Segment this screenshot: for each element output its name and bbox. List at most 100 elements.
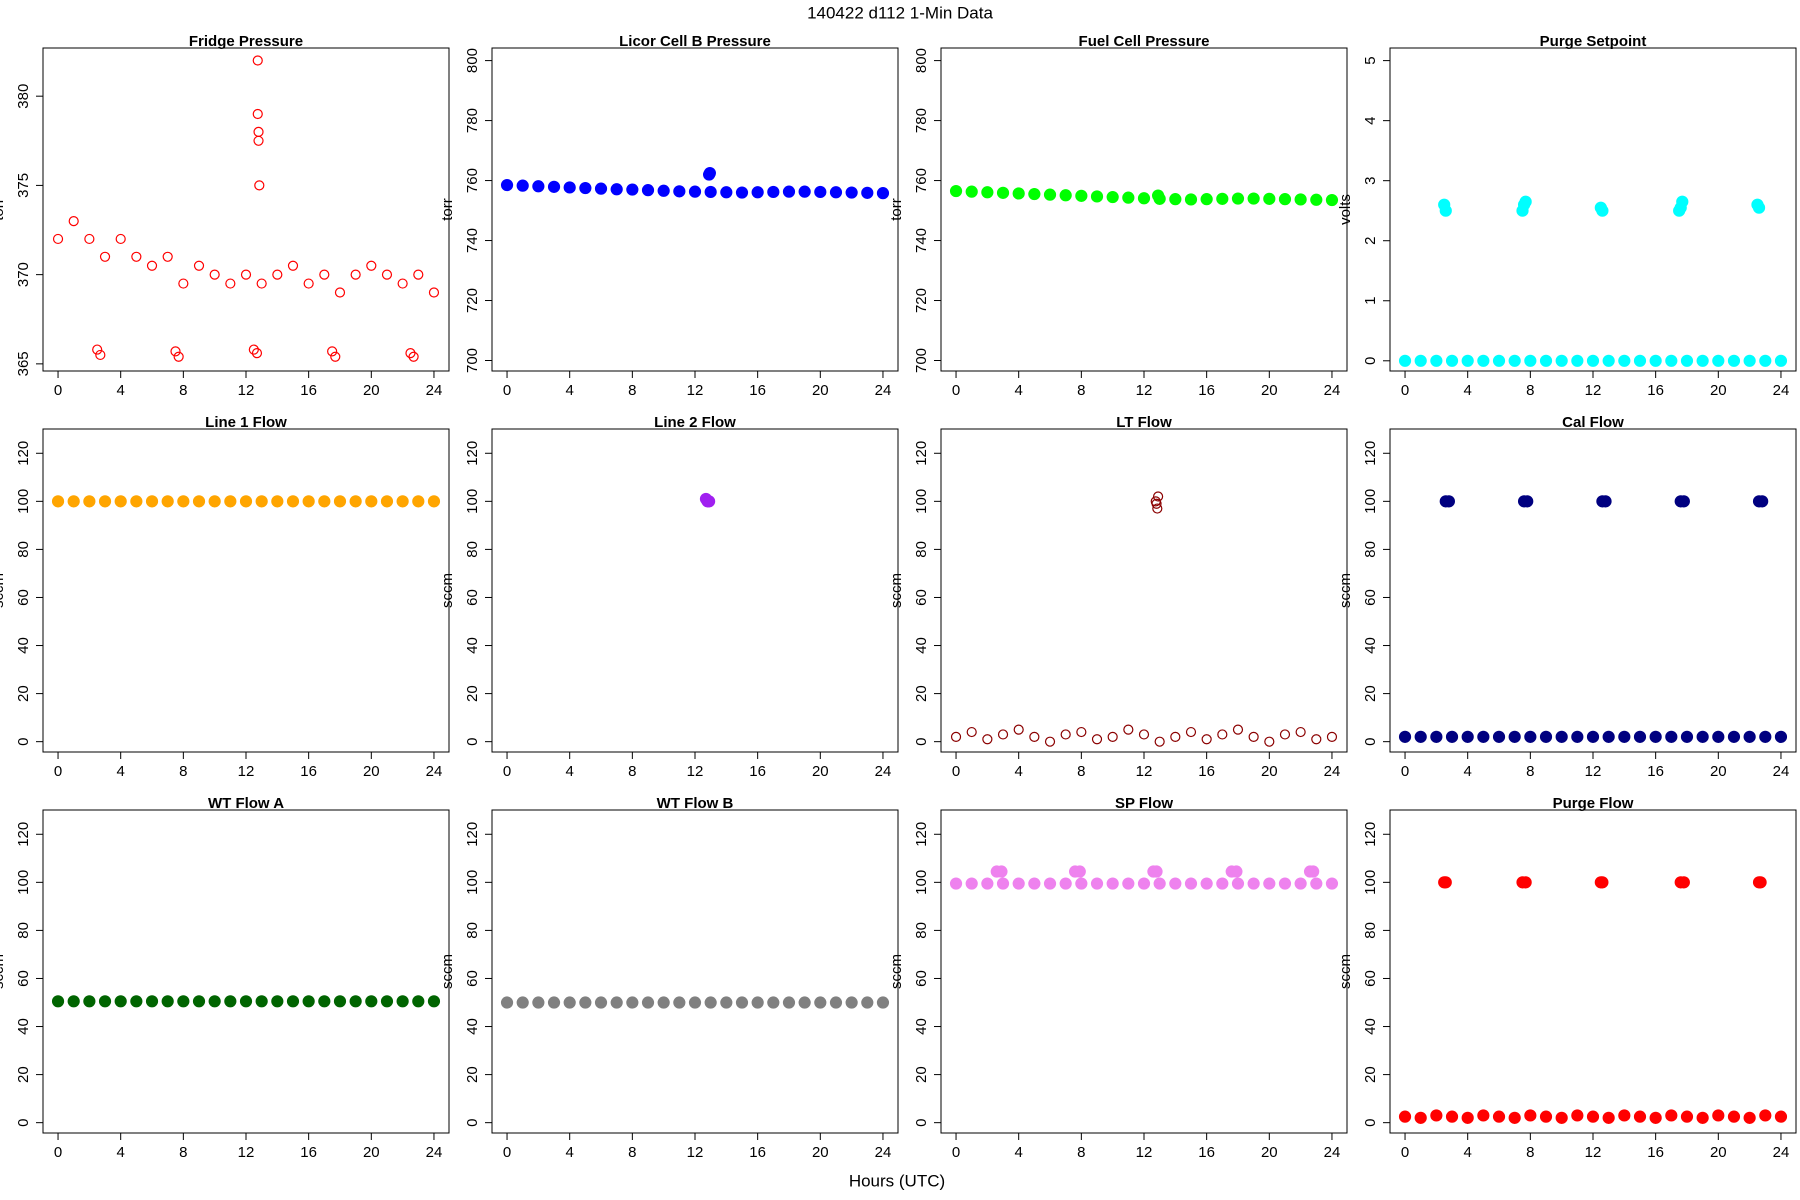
data-point	[500, 178, 514, 192]
data-point	[1122, 191, 1135, 204]
y-tick-label: 370	[15, 262, 32, 287]
data-point	[177, 495, 190, 508]
data-point	[814, 185, 827, 199]
y-tick-label: 40	[15, 1018, 32, 1035]
data-point	[1138, 729, 1150, 740]
data-point	[208, 995, 221, 1008]
data-point	[563, 996, 576, 1009]
data-point	[256, 278, 267, 289]
data-point	[98, 995, 112, 1008]
data-point	[845, 996, 858, 1009]
data-point	[547, 996, 561, 1009]
data-point	[995, 865, 1008, 878]
y-tick-label: 0	[1362, 1118, 1379, 1126]
data-point	[1398, 354, 1412, 367]
data-point	[67, 995, 80, 1008]
x-tick-label: 8	[1077, 1144, 1085, 1161]
data-point	[1508, 1111, 1521, 1124]
data-point	[1169, 193, 1182, 206]
data-point	[1325, 193, 1339, 207]
data-point	[397, 278, 408, 289]
panel-title: WT Flow B	[657, 795, 734, 812]
x-tick-label: 8	[179, 763, 187, 780]
x-tick-label: 20	[812, 763, 829, 780]
y-tick-label: 120	[15, 441, 32, 466]
panel-title: Purge Setpoint	[1540, 33, 1647, 50]
data-point	[145, 995, 159, 1008]
y-tick-label: 20	[15, 1066, 32, 1083]
data-point	[327, 346, 338, 357]
y-tick-label: 380	[15, 84, 32, 109]
data-point	[1759, 730, 1772, 743]
data-point	[1398, 730, 1412, 743]
data-point	[161, 995, 174, 1008]
data-point	[1201, 734, 1212, 745]
data-point	[688, 996, 702, 1009]
data-point	[224, 995, 237, 1008]
data-point	[1618, 354, 1631, 367]
data-point	[162, 251, 173, 262]
data-point	[1508, 354, 1521, 367]
data-point	[251, 348, 263, 359]
data-point	[302, 995, 315, 1008]
panel-title: SP Flow	[1115, 795, 1173, 812]
y-tick-label: 60	[464, 589, 481, 606]
data-point	[427, 495, 441, 508]
data-point	[861, 186, 874, 199]
y-axis-label: sccm	[0, 954, 7, 989]
y-tick-label: 40	[464, 1018, 481, 1035]
y-axis-label: sccm	[1337, 573, 1354, 608]
panel-title: WT Flow A	[208, 795, 284, 812]
data-point	[381, 269, 393, 280]
data-point	[751, 996, 764, 1009]
y-tick-label: 800	[464, 48, 481, 73]
x-tick-label: 16	[749, 1144, 766, 1161]
y-tick-label: 20	[913, 1066, 930, 1083]
data-point	[657, 184, 670, 197]
y-tick-label: 40	[1362, 637, 1379, 654]
data-point	[396, 495, 409, 508]
data-point	[1264, 736, 1275, 747]
data-point	[412, 995, 425, 1008]
data-point	[1596, 204, 1609, 217]
x-tick-label: 24	[1773, 382, 1790, 399]
data-point	[1519, 195, 1532, 208]
data-point	[1555, 730, 1568, 743]
y-tick-label: 60	[913, 970, 930, 987]
data-point	[319, 269, 330, 280]
data-point	[1295, 726, 1306, 738]
x-tick-label: 16	[749, 763, 766, 780]
y-axis-label: sccm	[439, 954, 456, 989]
y-tick-label: 20	[15, 685, 32, 702]
data-point	[1013, 724, 1024, 735]
data-point	[349, 995, 362, 1008]
y-tick-label: 0	[913, 1118, 930, 1126]
x-tick-label: 24	[1324, 382, 1341, 399]
data-point	[1439, 204, 1452, 217]
data-point	[1521, 495, 1534, 508]
y-tick-label: 0	[1362, 737, 1379, 745]
data-point	[1200, 193, 1213, 206]
data-point	[876, 996, 890, 1009]
y-tick-label: 80	[913, 922, 930, 939]
data-point	[1477, 730, 1490, 743]
y-tick-label: 80	[15, 922, 32, 939]
data-point	[333, 995, 347, 1008]
x-tick-label: 20	[812, 382, 829, 399]
x-tick-label: 8	[628, 763, 636, 780]
data-point	[532, 180, 545, 193]
data-point	[302, 495, 315, 508]
x-tick-label: 4	[117, 1144, 125, 1161]
data-point	[949, 184, 963, 198]
data-point	[1398, 1110, 1412, 1123]
data-point	[1696, 354, 1709, 367]
data-point	[1123, 724, 1134, 735]
y-tick-label: 1	[1362, 297, 1379, 305]
data-point	[1076, 726, 1087, 738]
data-point	[1665, 1109, 1678, 1122]
data-point	[1680, 730, 1694, 743]
data-point	[641, 996, 655, 1009]
data-point	[225, 278, 236, 289]
data-point	[702, 495, 716, 508]
data-point	[782, 996, 796, 1009]
